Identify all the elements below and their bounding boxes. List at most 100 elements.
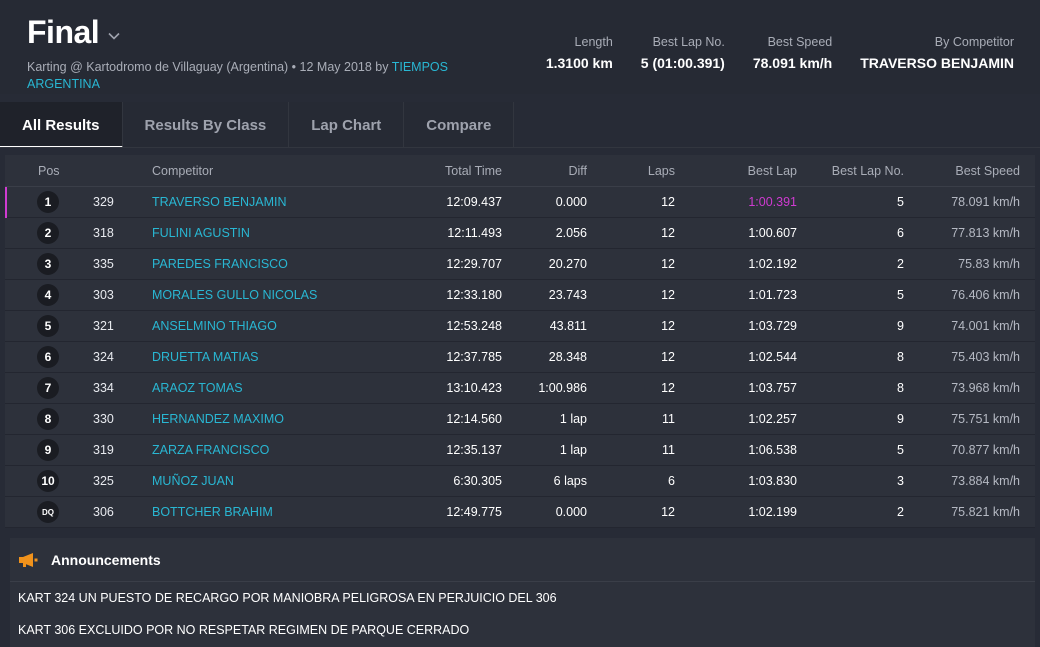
position-cell: 7 [5, 377, 93, 399]
position-badge: 8 [37, 408, 59, 430]
competitor-link[interactable]: MORALES GULLO NICOLAS [152, 288, 318, 302]
header-diff[interactable]: Diff [568, 163, 587, 178]
best-speed: 75.751 km/h [951, 412, 1020, 426]
diff: 1 lap [559, 443, 587, 457]
kart-number: 325 [93, 474, 114, 488]
kart-number: 318 [93, 226, 114, 240]
best-speed: 75.821 km/h [951, 505, 1020, 519]
stat-label: Best Speed [767, 35, 833, 49]
competitor-link[interactable]: TRAVERSO BENJAMIN [152, 195, 287, 209]
stat-best-speed: Best Speed 78.091 km/h [753, 35, 832, 71]
competitor-link[interactable]: ANSELMINO THIAGO [152, 319, 277, 333]
session-info: Karting @ Kartodromo de Villaguay (Argen… [27, 60, 389, 74]
tab-all-results[interactable]: All Results [0, 102, 123, 148]
title-wrap[interactable]: Final [27, 14, 121, 51]
kart-number: 306 [93, 505, 114, 519]
laps: 12 [661, 505, 675, 519]
header-total-time[interactable]: Total Time [445, 163, 502, 178]
table-header: Pos Competitor Total Time Diff Laps Best… [5, 155, 1035, 187]
total-time: 12:37.785 [446, 350, 502, 364]
header-best-lap-no[interactable]: Best Lap No. [831, 163, 904, 178]
stat-by-competitor: By Competitor TRAVERSO BENJAMIN [860, 35, 1014, 71]
competitor-link[interactable]: PAREDES FRANCISCO [152, 257, 288, 271]
kart-number: 324 [93, 350, 114, 364]
best-lap-no: 5 [897, 288, 904, 302]
position-badge: 10 [37, 470, 59, 492]
competitor-link[interactable]: BOTTCHER BRAHIM [152, 505, 273, 519]
best-lap-no: 5 [897, 443, 904, 457]
laps: 11 [662, 412, 675, 426]
table-row[interactable]: 5 321 ANSELMINO THIAGO 12:53.248 43.811 12 1:0… [5, 311, 1035, 342]
competitor-link[interactable]: ARAOZ TOMAS [152, 381, 243, 395]
table-row[interactable]: 4 303 MORALES GULLO NICOLAS 12:33.180 23.743… [5, 280, 1035, 311]
best-speed: 75.403 km/h [951, 350, 1020, 364]
organizer-link[interactable]: TIEMPOS ARGENTINA [27, 60, 448, 91]
diff: 1:00.986 [538, 381, 587, 395]
table-row[interactable]: 9 319 ZARZA FRANCISCO 12:35.137 1 lap 11 1:06.… [5, 435, 1035, 466]
best-lap: 1:06.538 [748, 443, 797, 457]
diff: 0.000 [555, 195, 587, 209]
table-row[interactable]: 2 318 FULINI AGUSTIN 12:11.493 2.056 12 1:00.6… [5, 218, 1035, 249]
total-time: 6:30.305 [453, 474, 502, 488]
total-time: 12:09.437 [446, 195, 502, 209]
best-lap-no: 3 [897, 474, 904, 488]
laps: 12 [661, 226, 675, 240]
table-row[interactable]: 8 330 HERNANDEZ MAXIMO 12:14.560 1 lap 11 1:02… [5, 404, 1035, 435]
diff: 1 lap [559, 412, 587, 426]
announcements-header: Announcements [10, 538, 1035, 582]
table-row[interactable]: 10 325 MUÑOZ JUAN 6:30.305 6 laps 6 1:03.830 3 7… [5, 466, 1035, 497]
competitor-link[interactable]: ZARZA FRANCISCO [152, 443, 270, 457]
stat-value: 1.3100 km [545, 55, 613, 71]
megaphone-icon [18, 552, 38, 568]
best-lap: 1:01.723 [748, 288, 797, 302]
competitor-link[interactable]: DRUETTA MATIAS [152, 350, 259, 364]
header-laps[interactable]: Laps [647, 163, 675, 178]
kart-number: 321 [93, 319, 114, 333]
announcements-panel: Announcements KART 324 UN PUESTO DE RECA… [10, 538, 1035, 647]
header-best-speed[interactable]: Best Speed [955, 163, 1020, 178]
position-cell: 4 [5, 284, 93, 306]
tab-compare[interactable]: Compare [404, 102, 515, 148]
position-cell: 5 [5, 315, 93, 337]
position-cell: 2 [5, 222, 93, 244]
position-badge: DQ [37, 501, 59, 523]
tab-lap-chart[interactable]: Lap Chart [289, 102, 405, 148]
diff: 43.811 [549, 319, 587, 333]
best-speed: 74.001 km/h [951, 319, 1020, 333]
best-speed: 75.83 km/h [958, 257, 1020, 271]
chevron-down-icon[interactable] [107, 29, 121, 43]
header-competitor[interactable]: Competitor [152, 163, 214, 178]
best-lap: 1:03.757 [748, 381, 797, 395]
competitor-link[interactable]: HERNANDEZ MAXIMO [152, 412, 284, 426]
best-lap: 1:02.192 [748, 257, 797, 271]
results-tabs: All Results Results By Class Lap Chart C… [0, 102, 515, 148]
position-badge: 6 [37, 346, 59, 368]
stat-label: Length [574, 35, 613, 49]
best-lap-no: 8 [897, 381, 904, 395]
competitor-link[interactable]: FULINI AGUSTIN [152, 226, 250, 240]
table-row[interactable]: 6 324 DRUETTA MATIAS 12:37.785 28.348 12 1:02.… [5, 342, 1035, 373]
total-time: 12:14.560 [446, 412, 502, 426]
position-cell: 10 [5, 470, 93, 492]
table-row[interactable]: 7 334 ARAOZ TOMAS 13:10.423 1:00.986 12 1:03.7… [5, 373, 1035, 404]
total-time: 12:49.775 [446, 505, 502, 519]
diff: 2.056 [555, 226, 587, 240]
position-badge: 2 [37, 222, 59, 244]
announcement-item: KART 306 EXCLUIDO POR NO RESPETAR REGIME… [18, 623, 470, 637]
total-time: 12:35.137 [446, 443, 502, 457]
competitor-link[interactable]: MUÑOZ JUAN [152, 474, 234, 488]
table-row[interactable]: DQ 306 BOTTCHER BRAHIM 12:49.775 0.000 12 1:02… [5, 497, 1035, 528]
table-row[interactable]: 1 329 TRAVERSO BENJAMIN 12:09.437 0.000 12 1:0… [5, 187, 1035, 218]
kart-number: 319 [93, 443, 114, 457]
laps: 12 [661, 381, 675, 395]
page-title: Final [27, 14, 100, 50]
stat-length: Length 1.3100 km [546, 35, 613, 71]
stat-value: 5 (01:00.391) [640, 55, 725, 71]
tab-results-by-class[interactable]: Results By Class [123, 102, 290, 148]
table-row[interactable]: 3 335 PAREDES FRANCISCO 12:29.707 20.270 12 1:… [5, 249, 1035, 280]
header-pos[interactable]: Pos [38, 163, 60, 178]
laps: 11 [662, 443, 675, 457]
stat-value: 78.091 km/h [752, 55, 833, 71]
laps: 12 [661, 257, 675, 271]
header-best-lap[interactable]: Best Lap [747, 163, 797, 178]
